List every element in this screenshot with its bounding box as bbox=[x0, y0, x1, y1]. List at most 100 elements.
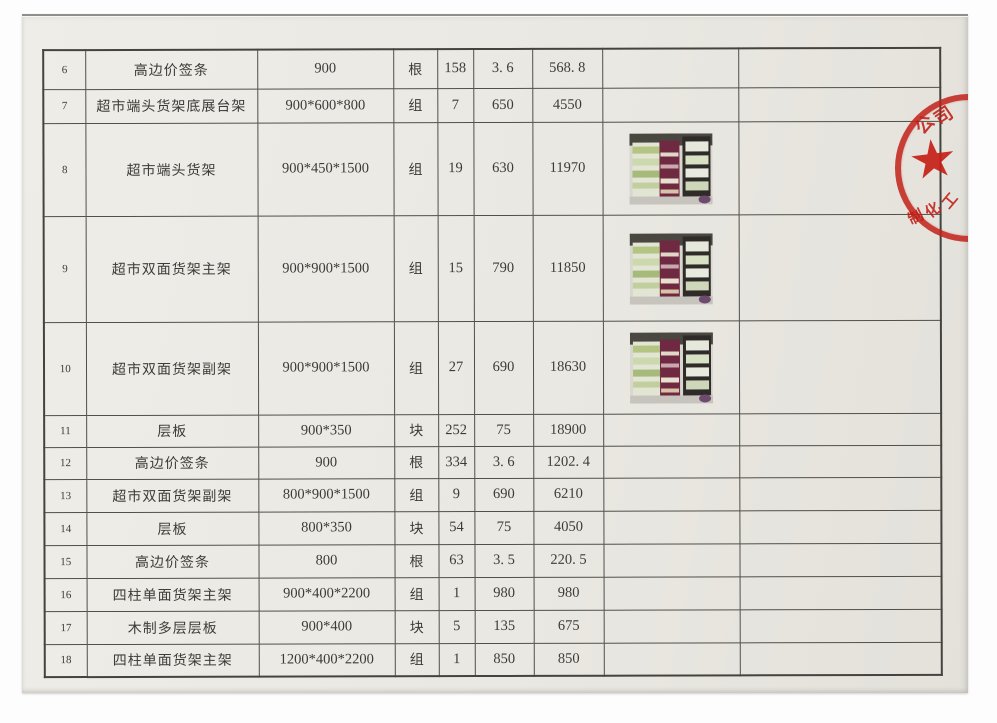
item-spec: 900 bbox=[258, 446, 395, 479]
item-unit-price: 3. 6 bbox=[474, 445, 534, 479]
item-unit-price: 630 bbox=[473, 121, 533, 216]
item-unit-price: 3. 6 bbox=[473, 48, 533, 89]
row-index: 18 bbox=[44, 644, 87, 678]
item-remark-cell bbox=[739, 444, 942, 478]
item-photo-cell bbox=[603, 543, 740, 577]
item-photo-cell bbox=[603, 445, 740, 478]
item-name: 四柱单面货架主架 bbox=[86, 643, 259, 678]
item-name: 超市端头货架 bbox=[85, 122, 258, 217]
table-row: 12 高边价签条 900 根 334 3. 6 1202. 4 bbox=[44, 444, 942, 480]
item-unit: 组 bbox=[394, 478, 439, 512]
item-spec: 900*900*1500 bbox=[257, 321, 395, 415]
item-photo-cell bbox=[603, 510, 740, 544]
item-remark-cell bbox=[739, 476, 942, 511]
item-remark-cell bbox=[739, 641, 942, 676]
item-name: 层板 bbox=[86, 414, 259, 448]
item-qty: 252 bbox=[438, 414, 475, 447]
item-photo-cell bbox=[603, 609, 740, 643]
item-unit: 组 bbox=[393, 215, 438, 322]
row-index: 11 bbox=[44, 415, 87, 448]
item-qty: 63 bbox=[438, 544, 475, 578]
item-unit-price: 850 bbox=[474, 642, 534, 677]
item-qty: 54 bbox=[438, 511, 475, 545]
shelf-product-photo bbox=[629, 332, 713, 404]
item-qty: 334 bbox=[438, 446, 475, 479]
item-spec: 900*600*800 bbox=[257, 88, 394, 123]
item-amount: 568. 8 bbox=[532, 48, 603, 88]
item-photo-cell bbox=[602, 121, 739, 215]
item-remark-cell bbox=[738, 86, 941, 122]
item-spec: 900*400*2200 bbox=[258, 577, 395, 611]
item-unit: 组 bbox=[394, 643, 439, 677]
item-spec: 900*450*1500 bbox=[257, 122, 394, 216]
item-amount: 220. 5 bbox=[533, 543, 604, 577]
item-name: 层板 bbox=[86, 511, 259, 546]
shelf-product-photo bbox=[629, 232, 713, 305]
item-amount: 18900 bbox=[533, 413, 604, 446]
item-remark-cell bbox=[738, 213, 941, 321]
row-index: 9 bbox=[43, 216, 86, 323]
item-amount: 4050 bbox=[533, 510, 604, 544]
item-name: 高边价签条 bbox=[85, 49, 258, 90]
item-name: 超市双面货架副架 bbox=[86, 478, 259, 513]
item-amount: 11850 bbox=[532, 214, 603, 321]
item-unit-price: 3. 5 bbox=[474, 543, 534, 578]
row-index: 16 bbox=[44, 578, 87, 612]
row-index: 14 bbox=[44, 512, 87, 546]
table-row: 17 木制多层层板 900*400 块 5 135 675 bbox=[44, 608, 942, 645]
item-qty: 158 bbox=[437, 49, 474, 89]
item-unit-price: 790 bbox=[473, 214, 533, 322]
item-name: 超市双面货架主架 bbox=[85, 215, 258, 323]
item-unit-price: 75 bbox=[474, 413, 534, 447]
item-unit-price: 690 bbox=[474, 477, 534, 512]
item-amount: 6210 bbox=[533, 477, 604, 511]
item-name: 高边价签条 bbox=[86, 544, 259, 579]
shelf-product-photo bbox=[628, 133, 713, 205]
item-unit-price: 75 bbox=[474, 510, 534, 545]
item-spec: 900 bbox=[257, 49, 394, 89]
item-name: 木制多层层板 bbox=[86, 610, 259, 645]
item-unit: 组 bbox=[394, 577, 439, 611]
item-unit: 块 bbox=[394, 511, 439, 545]
table-body: 6 高边价签条 900 根 158 3. 6 568. 8 7 超市端头货架底展台架 900*60… bbox=[43, 47, 942, 678]
row-index: 8 bbox=[43, 123, 86, 217]
item-unit: 组 bbox=[393, 88, 438, 123]
table-row: 6 高边价签条 900 根 158 3. 6 568. 8 bbox=[43, 47, 941, 90]
item-photo-cell bbox=[603, 413, 740, 446]
table-row: 18 四柱单面货架主架 1200*400*2200 组 1 850 850 bbox=[44, 641, 942, 678]
item-photo-cell bbox=[603, 576, 740, 610]
item-unit: 块 bbox=[394, 610, 439, 644]
item-name: 高边价签条 bbox=[86, 446, 259, 480]
row-index: 15 bbox=[44, 545, 87, 579]
item-spec: 800*900*1500 bbox=[258, 478, 395, 512]
quotation-table: 6 高边价签条 900 根 158 3. 6 568. 8 7 超市端头货架底展台架 900*60… bbox=[42, 46, 943, 679]
item-photo-cell bbox=[602, 214, 739, 321]
item-photo-cell bbox=[602, 48, 739, 88]
item-photo-cell bbox=[602, 320, 740, 414]
item-spec: 900*900*1500 bbox=[257, 215, 394, 322]
row-index: 12 bbox=[44, 447, 87, 480]
item-amount: 675 bbox=[533, 609, 604, 643]
item-amount: 1202. 4 bbox=[533, 445, 604, 478]
item-unit: 根 bbox=[393, 49, 438, 89]
item-spec: 900*350 bbox=[258, 414, 395, 447]
item-amount: 850 bbox=[533, 642, 604, 676]
item-unit-price: 980 bbox=[474, 576, 534, 611]
row-index: 6 bbox=[43, 50, 86, 90]
item-qty: 9 bbox=[438, 478, 475, 512]
item-amount: 980 bbox=[533, 576, 604, 610]
item-qty: 1 bbox=[438, 577, 475, 611]
item-amount: 11970 bbox=[532, 121, 603, 215]
item-remark-cell bbox=[738, 319, 942, 414]
table-row: 15 高边价签条 800 根 63 3. 5 220. 5 bbox=[44, 542, 942, 579]
item-remark-cell bbox=[739, 412, 942, 446]
item-remark-cell bbox=[738, 120, 941, 215]
item-spec: 1200*400*2200 bbox=[258, 643, 395, 677]
item-remark-cell bbox=[739, 542, 942, 577]
item-unit: 根 bbox=[394, 544, 439, 578]
item-spec: 800*350 bbox=[258, 511, 395, 545]
item-amount: 18630 bbox=[532, 320, 604, 414]
item-unit: 块 bbox=[394, 414, 439, 447]
item-photo-cell bbox=[602, 87, 739, 122]
item-name: 超市端头货架底展台架 bbox=[85, 88, 258, 124]
